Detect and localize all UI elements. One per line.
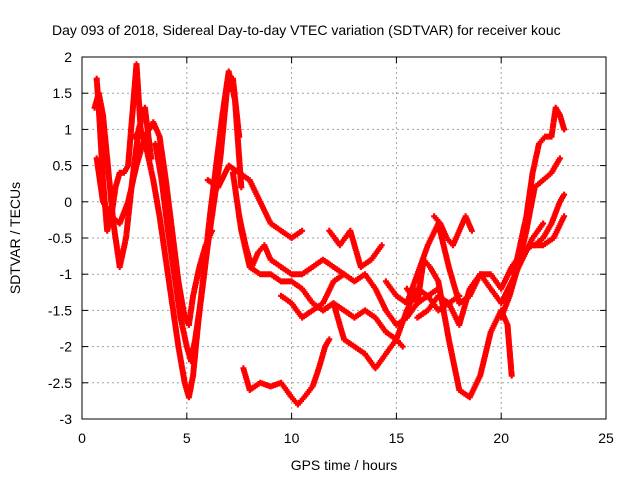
grid-layer <box>82 57 606 419</box>
y-tick-label: 0 <box>64 194 72 210</box>
y-tick-label: -1 <box>60 266 73 282</box>
x-tick-label: 0 <box>78 430 86 446</box>
y-tick-label: -3 <box>60 411 73 427</box>
x-tick-label: 25 <box>598 430 614 446</box>
series-layer <box>91 61 568 408</box>
x-tick-label: 20 <box>493 430 509 446</box>
x-axis-label: GPS time / hours <box>291 457 398 473</box>
x-tick-label: 5 <box>183 430 191 446</box>
y-tick-label: -2.5 <box>48 375 72 391</box>
y-tick-label: -0.5 <box>48 230 72 246</box>
y-tick-label: 1 <box>64 121 72 137</box>
y-axis-label: SDTVAR / TECUs <box>7 182 23 294</box>
x-tick-label: 15 <box>389 430 405 446</box>
data-series-arc-19 <box>531 191 568 249</box>
y-tick-label: -2 <box>60 339 73 355</box>
data-series-arc-15 <box>414 213 568 328</box>
tick-layer: 0 5 10 15 20 25 2 1.5 1 0.5 0 -0.5 -1 -1.5 -2 -2.5 -3 <box>48 49 614 446</box>
data-series-arc-9 <box>240 336 333 408</box>
chart-title: Day 093 of 2018, Sidereal Day-to-day VTE… <box>52 22 561 38</box>
x-tick-label: 10 <box>284 430 300 446</box>
y-tick-label: 0.5 <box>53 158 73 174</box>
data-series-arc-16 <box>431 213 475 249</box>
data-series-arc-6 <box>204 162 306 241</box>
data-series-arc-12 <box>326 227 385 270</box>
data-series-arc-14 <box>403 256 515 401</box>
y-tick-label: 2 <box>64 49 72 65</box>
y-tick-label: -1.5 <box>48 302 72 318</box>
data-series-arc-18 <box>510 104 568 278</box>
data-series-arc-5 <box>152 75 243 365</box>
y-tick-label: 1.5 <box>53 85 73 101</box>
